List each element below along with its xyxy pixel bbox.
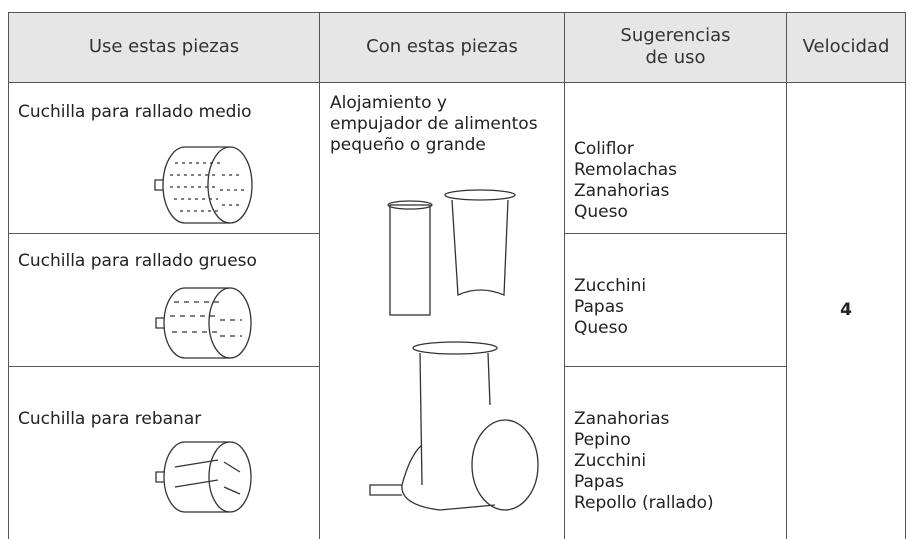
slicer-illustration (155, 441, 252, 513)
header-cell: Con estas piezas (320, 12, 564, 82)
header-text: Velocidad (802, 36, 890, 57)
coarse-shredder-illustration (155, 287, 252, 359)
rule (8, 366, 319, 367)
text-line: Repollo (rallado) (574, 493, 714, 513)
fine-shredder-illustration (154, 146, 253, 224)
suggestions: Coliflor Remolachas Zanahorias Queso (574, 139, 677, 223)
text-line: Zucchini (574, 276, 647, 296)
header-text: Sugerencias de uso (620, 25, 731, 68)
part-name: Cuchilla para rallado grueso (18, 251, 257, 271)
text-line: Queso (574, 318, 628, 338)
rule (8, 12, 905, 13)
part-name: Cuchilla para rebanar (18, 409, 202, 429)
part-name: Cuchilla para rallado medio (18, 102, 252, 122)
rule (8, 233, 319, 234)
text-line: pequeño o grande (330, 135, 486, 155)
rule (564, 12, 565, 539)
text-line: Queso (574, 202, 628, 222)
text-line: Zucchini (574, 451, 647, 471)
with-parts: Alojamiento y empujador de alimentos peque… (330, 93, 538, 156)
header-text: Use estas piezas (88, 36, 240, 57)
header-cell: Sugerencias de uso (565, 12, 786, 82)
text-line: empujador de alimentos (330, 114, 538, 134)
rule (319, 12, 320, 539)
rule (8, 12, 9, 539)
rule (905, 12, 906, 539)
header-cell: Use estas piezas (9, 12, 319, 82)
text-line: Zanahorias (574, 409, 670, 429)
text-line: Zanahorias (574, 181, 670, 201)
rule (786, 12, 787, 539)
header-text: Con estas piezas (366, 36, 518, 57)
suggestions: Zanahorias Pepino Zucchini Papas Repollo (ra… (574, 409, 714, 514)
text-line: Papas (574, 472, 624, 492)
rule (564, 233, 786, 234)
text-line: Alojamiento y (330, 93, 447, 113)
rule (8, 82, 905, 83)
rule (564, 366, 786, 367)
text-line: Papas (574, 297, 624, 317)
text-line: Remolachas (574, 160, 678, 180)
header-cell: Velocidad (787, 12, 905, 82)
text-line: Pepino (574, 430, 631, 450)
housing-pusher-illustration (369, 189, 539, 511)
text-line: Coliflor (574, 139, 634, 159)
suggestions: Zucchini Papas Queso (574, 276, 646, 339)
speed: 4 (840, 300, 852, 320)
